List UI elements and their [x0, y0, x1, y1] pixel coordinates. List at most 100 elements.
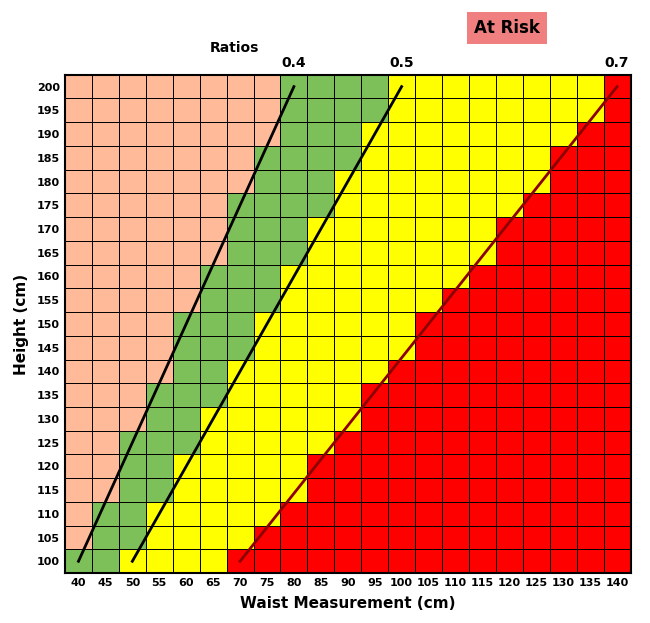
Bar	[550, 122, 577, 146]
Bar	[200, 336, 227, 359]
Bar	[361, 169, 388, 193]
Bar	[119, 193, 146, 217]
Bar	[173, 383, 200, 407]
Bar	[550, 146, 577, 169]
Bar	[604, 383, 630, 407]
Bar	[227, 169, 254, 193]
Bar	[146, 526, 173, 549]
Bar	[415, 193, 442, 217]
Bar	[577, 241, 604, 265]
Bar	[307, 383, 334, 407]
Bar	[388, 217, 415, 241]
Bar	[227, 430, 254, 455]
X-axis label: Waist Measurement (cm): Waist Measurement (cm)	[240, 596, 456, 611]
Bar	[119, 217, 146, 241]
Bar	[92, 502, 119, 526]
Bar	[65, 455, 92, 478]
Bar	[307, 359, 334, 383]
Bar	[254, 455, 280, 478]
Bar	[415, 430, 442, 455]
Bar	[280, 98, 307, 122]
Bar	[577, 312, 604, 336]
Bar	[307, 288, 334, 312]
Bar	[415, 312, 442, 336]
Bar	[200, 549, 227, 573]
Bar	[604, 478, 630, 502]
Bar	[496, 478, 523, 502]
Bar	[415, 98, 442, 122]
Bar	[604, 98, 630, 122]
Bar	[92, 288, 119, 312]
Bar	[65, 502, 92, 526]
Bar	[469, 430, 496, 455]
Bar	[361, 146, 388, 169]
Bar	[173, 169, 200, 193]
Bar	[254, 549, 280, 573]
Bar	[119, 75, 146, 98]
Bar	[92, 169, 119, 193]
Bar	[604, 146, 630, 169]
Bar	[92, 407, 119, 430]
Bar	[200, 455, 227, 478]
Bar	[442, 169, 469, 193]
Bar	[146, 169, 173, 193]
Bar	[496, 407, 523, 430]
Bar	[523, 383, 550, 407]
Bar	[388, 359, 415, 383]
Bar	[604, 407, 630, 430]
Bar	[415, 241, 442, 265]
Bar	[146, 455, 173, 478]
Bar	[550, 336, 577, 359]
Bar	[227, 241, 254, 265]
Bar	[307, 549, 334, 573]
Bar	[307, 193, 334, 217]
Bar	[469, 455, 496, 478]
Bar	[604, 265, 630, 288]
Bar	[577, 336, 604, 359]
Bar	[200, 526, 227, 549]
Text: Ratios: Ratios	[210, 41, 259, 55]
Bar	[254, 169, 280, 193]
Bar	[577, 265, 604, 288]
Bar	[173, 193, 200, 217]
Bar	[65, 122, 92, 146]
Bar	[146, 359, 173, 383]
Bar	[334, 288, 361, 312]
Bar	[334, 478, 361, 502]
Text: At Risk: At Risk	[474, 19, 540, 37]
Bar	[254, 336, 280, 359]
Bar	[550, 549, 577, 573]
Bar	[415, 146, 442, 169]
Bar	[577, 146, 604, 169]
Bar	[361, 478, 388, 502]
Bar	[146, 265, 173, 288]
Bar	[146, 98, 173, 122]
Bar	[469, 336, 496, 359]
Bar	[254, 193, 280, 217]
Bar	[173, 217, 200, 241]
Bar	[92, 122, 119, 146]
Bar	[442, 336, 469, 359]
Bar	[227, 407, 254, 430]
Bar	[550, 75, 577, 98]
Bar	[173, 75, 200, 98]
Bar	[361, 407, 388, 430]
Bar	[361, 217, 388, 241]
Bar	[173, 478, 200, 502]
Bar	[307, 146, 334, 169]
Bar	[200, 288, 227, 312]
Bar	[307, 407, 334, 430]
Bar	[334, 359, 361, 383]
Bar	[550, 359, 577, 383]
Bar	[388, 265, 415, 288]
Bar	[334, 169, 361, 193]
Bar	[442, 241, 469, 265]
Bar	[577, 169, 604, 193]
Bar	[254, 288, 280, 312]
Bar	[469, 383, 496, 407]
Bar	[496, 241, 523, 265]
Bar	[577, 359, 604, 383]
Bar	[604, 241, 630, 265]
Bar	[334, 98, 361, 122]
Bar	[227, 383, 254, 407]
